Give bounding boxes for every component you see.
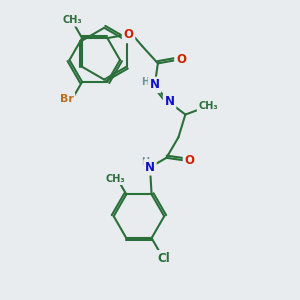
Text: CH₃: CH₃	[62, 15, 82, 25]
Text: N: N	[145, 161, 155, 174]
Text: O: O	[176, 53, 186, 66]
Text: N: N	[165, 95, 175, 108]
Text: CH₃: CH₃	[198, 101, 218, 111]
Text: N: N	[150, 78, 160, 92]
Text: O: O	[124, 28, 134, 41]
Text: CH₃: CH₃	[105, 173, 125, 184]
Text: Cl: Cl	[158, 252, 171, 265]
Text: Br: Br	[60, 94, 74, 104]
Text: O: O	[184, 154, 194, 167]
Text: H: H	[141, 77, 149, 87]
Text: H: H	[141, 157, 149, 166]
